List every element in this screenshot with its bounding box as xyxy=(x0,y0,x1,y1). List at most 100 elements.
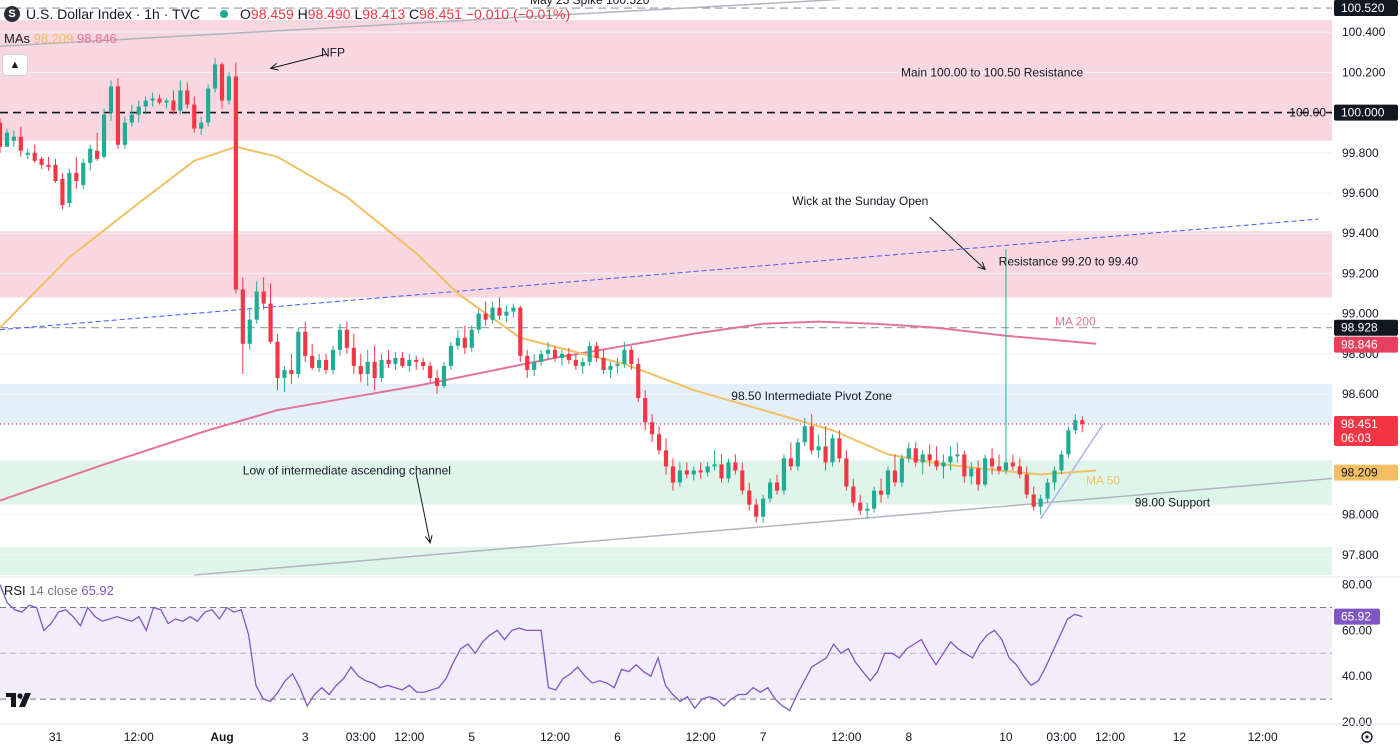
candle-body xyxy=(81,162,86,185)
high-label: H xyxy=(297,6,308,22)
price-label-bg xyxy=(1334,464,1398,481)
candle-95 xyxy=(656,426,662,455)
candle-40 xyxy=(275,333,280,391)
price-label-text: 98.846 xyxy=(1341,338,1378,352)
candle-76 xyxy=(525,349,530,378)
candle-114 xyxy=(788,442,793,471)
candle-68 xyxy=(469,325,474,352)
price-label-bg xyxy=(1334,104,1398,121)
ohlc-values: O98.459 H98.490 L98.413 C98.451 −0.010 (… xyxy=(240,6,570,22)
candle-43 xyxy=(296,327,301,378)
candle-body xyxy=(1052,470,1057,483)
candle-73 xyxy=(504,305,509,322)
candle-32 xyxy=(219,62,225,109)
candle-123 xyxy=(851,478,856,507)
candle-111 xyxy=(767,478,773,503)
chart-header: S U.S. Dollar Index · 1h · TVC O98.459 H… xyxy=(4,6,570,22)
candle-body xyxy=(212,64,218,89)
candle-30 xyxy=(206,84,211,127)
price-label-text: 100.000 xyxy=(1341,106,1385,120)
candle-12 xyxy=(81,158,86,189)
candle-body xyxy=(913,448,918,463)
candle-108 xyxy=(747,482,752,511)
candle-28 xyxy=(192,96,197,133)
candle-body xyxy=(677,470,682,483)
candle-body xyxy=(802,426,807,443)
time-tick-9: 12:00 xyxy=(686,730,716,744)
candle-126 xyxy=(872,486,877,513)
time-tick-11: 12:00 xyxy=(831,730,861,744)
time-tick-1: 12:00 xyxy=(124,730,154,744)
settings-gear-icon xyxy=(1361,731,1373,743)
candle-body xyxy=(289,369,294,374)
candle-36 xyxy=(247,309,252,350)
candle-body xyxy=(830,438,835,463)
candle-body xyxy=(60,178,65,206)
candle-61 xyxy=(421,357,426,370)
candle-body xyxy=(552,349,558,358)
candle-body xyxy=(906,448,911,459)
candle-5 xyxy=(32,144,37,163)
candle-80 xyxy=(552,345,558,362)
candle-body xyxy=(1045,482,1050,499)
close-value: 98.451 xyxy=(419,6,462,22)
candle-body xyxy=(545,349,551,354)
candle-body xyxy=(691,470,696,475)
candle-25 xyxy=(171,90,176,115)
candle-24 xyxy=(164,98,169,109)
candle-body xyxy=(656,434,662,451)
candle-body xyxy=(1038,498,1043,507)
time-tick-4: 03:00 xyxy=(346,730,376,744)
time-tick-15: 12:00 xyxy=(1095,730,1125,744)
candle-body xyxy=(1010,462,1015,467)
low-label: L xyxy=(354,6,363,22)
candle-body xyxy=(67,172,72,204)
collapse-legend-button[interactable]: ▲ xyxy=(2,54,28,76)
candle-body xyxy=(337,329,343,350)
candle-132 xyxy=(913,442,918,467)
rsi-legend-params: 14 close xyxy=(29,583,78,598)
candle-body xyxy=(809,426,814,451)
candle-74 xyxy=(511,303,516,318)
candle-65 xyxy=(448,341,454,370)
candle-153 xyxy=(1059,450,1064,475)
ma-legend[interactable]: MAs 98.209 98.846 xyxy=(4,31,117,46)
price-label-5: 98.209 xyxy=(1334,464,1398,481)
arrow-head xyxy=(977,261,986,271)
line-label-100: 100.00 xyxy=(1289,106,1326,120)
candle-13 xyxy=(88,144,93,171)
candle-120 xyxy=(830,434,835,467)
candle-body xyxy=(330,349,336,370)
candle-9 xyxy=(60,172,65,210)
open-label: O xyxy=(240,6,251,22)
candle-body xyxy=(178,90,183,111)
rsi-legend[interactable]: RSI 14 close 65.92 xyxy=(4,583,114,598)
candle-7 xyxy=(46,156,51,171)
price-zones xyxy=(0,20,1332,575)
candle-146 xyxy=(1010,454,1015,471)
candle-body xyxy=(844,458,849,487)
candle-97 xyxy=(670,458,676,491)
candle-51 xyxy=(351,333,356,374)
candle-152 xyxy=(1052,466,1057,491)
candle-body xyxy=(1080,420,1085,425)
candle-136 xyxy=(941,454,946,479)
candle-body xyxy=(143,100,148,107)
candle-50 xyxy=(344,321,349,354)
arrow-1 xyxy=(929,216,986,271)
annotation-8: MA 50 xyxy=(1086,474,1120,488)
candle-body xyxy=(11,136,16,141)
candle-body xyxy=(608,365,613,370)
symbol-title[interactable]: U.S. Dollar Index · 1h · TVC xyxy=(26,6,201,22)
candle-45 xyxy=(310,343,315,370)
candle-130 xyxy=(899,454,904,487)
rsi-legend-label: RSI xyxy=(4,583,26,598)
trend-line-2 xyxy=(194,477,1333,576)
candle-34 xyxy=(233,62,238,294)
price-label-3: 98.846 xyxy=(1334,336,1398,353)
candle-body xyxy=(115,86,121,145)
candle-87 xyxy=(601,349,606,374)
candle-body xyxy=(428,365,433,378)
candle-body xyxy=(573,359,578,366)
